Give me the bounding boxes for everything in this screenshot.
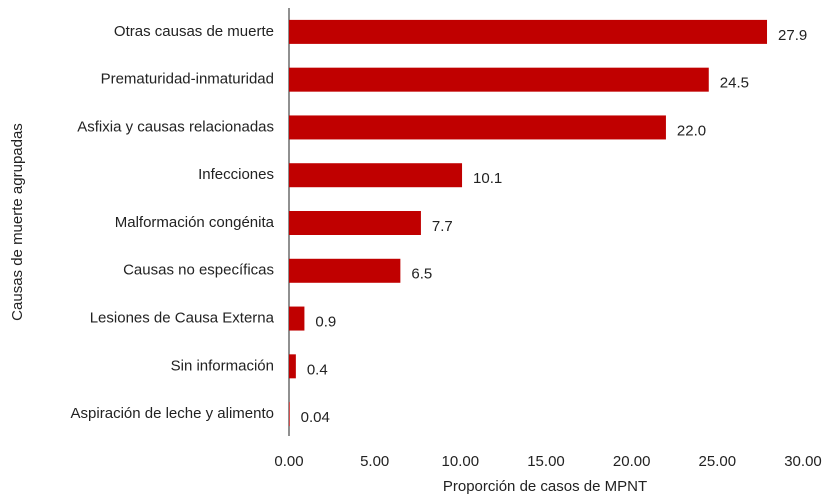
bar (289, 115, 666, 140)
y-tick-label: Causas no específicas (123, 262, 274, 279)
y-tick-label: Prematuridad-inmaturidad (101, 71, 274, 88)
value-label: 0.4 (307, 361, 328, 378)
bar (289, 402, 290, 427)
x-tick-label: 15.00 (527, 453, 565, 470)
y-axis-label: Causas de muerte agrupadas (9, 123, 26, 321)
x-axis-label: Proporción de casos de MPNT (443, 478, 647, 495)
value-label: 22.0 (677, 122, 706, 139)
y-tick-label: Infecciones (198, 166, 274, 183)
y-tick-label: Aspiración de leche y alimento (71, 405, 274, 422)
bar (289, 258, 401, 283)
x-tick-label: 0.00 (274, 453, 303, 470)
x-tick-label: 5.00 (360, 453, 389, 470)
bar (289, 354, 296, 379)
bar (289, 211, 421, 235)
y-tick-label: Sin información (171, 357, 274, 374)
bar (289, 306, 305, 331)
x-tick-label: 25.00 (699, 453, 737, 470)
x-tick-label: 30.00 (784, 453, 822, 470)
x-tick-label: 20.00 (613, 453, 651, 470)
bar (289, 19, 768, 44)
value-label: 27.9 (778, 27, 807, 44)
y-tick-label: Asfixia y causas relacionadas (77, 118, 274, 135)
value-label: 24.5 (720, 75, 749, 92)
bar (289, 67, 709, 92)
y-tick-label: Otras causas de muerte (114, 23, 274, 40)
bar (289, 163, 463, 188)
y-tick-label: Malformación congénita (115, 214, 275, 231)
x-tick-label: 10.00 (442, 453, 480, 470)
value-label: 10.1 (473, 170, 502, 187)
y-tick-label: Lesiones de Causa Externa (90, 310, 275, 327)
value-label: 0.04 (301, 409, 330, 426)
value-label: 0.9 (315, 314, 336, 331)
value-label: 6.5 (411, 266, 432, 283)
value-label: 7.7 (432, 218, 453, 235)
